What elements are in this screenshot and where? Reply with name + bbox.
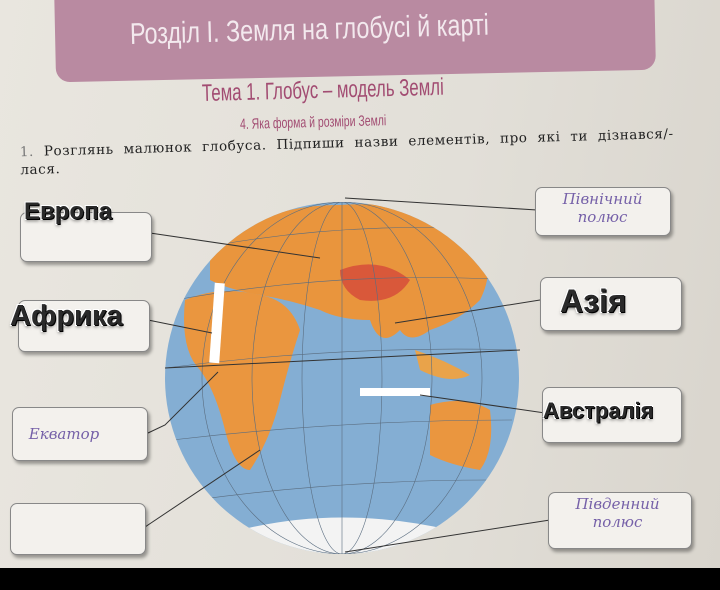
label-north-pole: Північний полюс [562,190,643,226]
label-box-africa[interactable] [18,300,150,352]
textbook-page: Розділ I. Земля на глобусі й карті Тема … [0,0,720,568]
label-europe: Европа [24,198,112,225]
white-arrow-up [209,282,225,364]
label-box-equator[interactable] [12,407,148,461]
leader-lines [144,197,551,553]
label-australia: Австралія [543,398,654,423]
label-asia: Азія [560,283,627,319]
globe-illustration [144,197,551,554]
se-asia-islands [415,350,470,379]
black-bottom-bar [0,568,720,590]
label-south-pole: Південний полюс [575,495,660,531]
label-box-empty[interactable] [10,503,146,555]
equator-line [164,349,521,369]
label-equator: Екватор [28,425,100,443]
label-africa: Африка [10,300,123,332]
label-box-north-pole[interactable] [535,187,671,236]
australia-land [430,401,492,470]
label-box-australia[interactable] [542,387,682,443]
white-arrow-right [360,388,430,396]
label-box-europe[interactable] [20,212,152,262]
asia-highlands [340,264,410,301]
label-box-south-pole[interactable] [548,492,692,549]
label-box-asia[interactable] [540,277,682,331]
